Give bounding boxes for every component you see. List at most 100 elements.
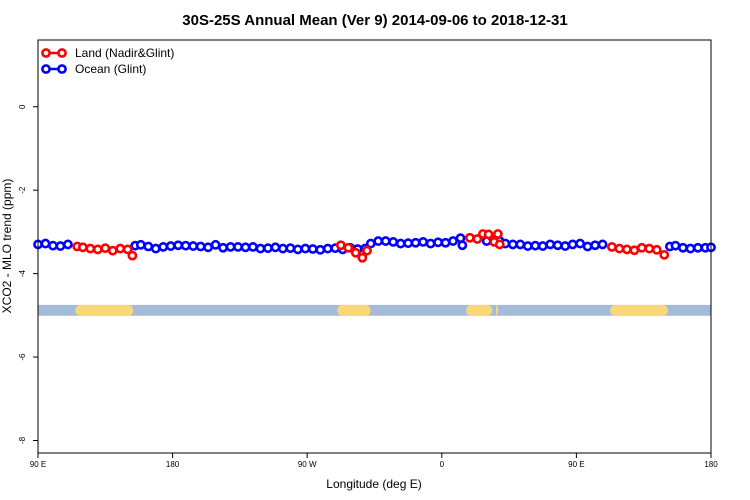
land-point bbox=[494, 239, 505, 250]
ocean-point bbox=[307, 244, 318, 254]
ocean-point bbox=[135, 239, 146, 250]
legend-marker bbox=[41, 48, 51, 58]
ocean-point bbox=[300, 243, 311, 254]
ocean-point bbox=[158, 242, 169, 252]
y-tick-label: 0 bbox=[18, 104, 27, 109]
land-band-segment bbox=[610, 304, 669, 316]
ocean-point bbox=[418, 237, 429, 247]
legend-entry-land: Land (Nadir&Glint) bbox=[41, 46, 174, 60]
ocean-point bbox=[388, 237, 399, 247]
ocean-point bbox=[457, 240, 468, 251]
ocean-point bbox=[552, 240, 563, 251]
land-point bbox=[362, 245, 372, 256]
y-tick-label: -8 bbox=[18, 436, 27, 444]
y-tick-label: -4 bbox=[18, 270, 27, 278]
legend-label: Land (Nadir&Glint) bbox=[75, 46, 174, 60]
ocean-point bbox=[218, 242, 228, 253]
ocean-point bbox=[188, 241, 199, 251]
x-axis-label: Longitude (deg E) bbox=[326, 477, 421, 491]
land-point bbox=[107, 245, 118, 256]
ocean-point bbox=[403, 238, 414, 249]
land-point bbox=[614, 243, 625, 254]
ocean-point bbox=[560, 241, 571, 251]
ocean-point bbox=[143, 241, 154, 252]
land-point bbox=[92, 244, 103, 255]
ocean-point bbox=[270, 242, 281, 253]
land-point bbox=[122, 244, 133, 255]
legend-marker bbox=[57, 64, 67, 74]
y-tick-label: -2 bbox=[18, 186, 27, 194]
land-band-segment bbox=[496, 304, 498, 316]
ocean-point bbox=[670, 240, 681, 251]
legend-entry-ocean: Ocean (Glint) bbox=[41, 62, 146, 76]
land-point bbox=[77, 242, 88, 253]
ocean-point bbox=[425, 238, 436, 249]
ocean-point bbox=[173, 240, 184, 251]
land-point bbox=[629, 245, 640, 256]
surface-band bbox=[38, 304, 711, 316]
land-point bbox=[335, 240, 346, 251]
ocean-point bbox=[678, 242, 688, 253]
ocean-point bbox=[180, 240, 191, 251]
ocean-band bbox=[38, 304, 711, 316]
ocean-series bbox=[33, 233, 716, 255]
land-point bbox=[357, 252, 368, 263]
ocean-point bbox=[410, 237, 421, 248]
ocean-point bbox=[210, 239, 221, 250]
ocean-point bbox=[63, 239, 73, 250]
land-point bbox=[464, 232, 475, 243]
ocean-point bbox=[315, 244, 326, 255]
land-point bbox=[636, 242, 647, 253]
ocean-point bbox=[507, 239, 518, 250]
ocean-point bbox=[693, 242, 703, 253]
land-point bbox=[127, 250, 138, 261]
ocean-point bbox=[515, 239, 526, 250]
land-point bbox=[621, 244, 632, 255]
ocean-point bbox=[165, 241, 176, 251]
ocean-point bbox=[55, 241, 66, 251]
plot-frame bbox=[37, 39, 712, 454]
ocean-point bbox=[590, 240, 600, 251]
ocean-point bbox=[40, 238, 51, 249]
land-point bbox=[483, 229, 494, 240]
ocean-point bbox=[240, 242, 251, 253]
ocean-point bbox=[395, 238, 406, 249]
ocean-point bbox=[522, 241, 533, 251]
land-point bbox=[115, 243, 126, 254]
land-point bbox=[659, 249, 670, 260]
ocean-point bbox=[448, 236, 458, 246]
land-point bbox=[85, 243, 96, 254]
legend-marker bbox=[41, 64, 51, 74]
ocean-point bbox=[277, 243, 288, 254]
ocean-point bbox=[537, 241, 548, 251]
ocean-point bbox=[685, 243, 696, 254]
ocean-point bbox=[233, 242, 243, 252]
x-tick-label: 180 bbox=[166, 460, 180, 469]
ocean-point bbox=[597, 239, 608, 250]
legend: Land (Nadir&Glint) Ocean (Glint) bbox=[41, 46, 174, 76]
legend-label: Ocean (Glint) bbox=[75, 62, 146, 76]
x-tick-label: 90 W bbox=[298, 460, 317, 469]
ocean-point bbox=[530, 240, 541, 251]
land-point bbox=[472, 234, 483, 244]
ocean-point bbox=[48, 240, 58, 251]
ocean-point bbox=[322, 243, 333, 254]
ocean-point bbox=[195, 241, 206, 252]
ocean-point bbox=[203, 242, 214, 253]
land-point bbox=[343, 242, 354, 253]
y-tick-label: -6 bbox=[18, 353, 27, 361]
land-point bbox=[350, 247, 361, 258]
ocean-point bbox=[545, 239, 556, 250]
land-band-segment bbox=[466, 304, 493, 316]
x-tick-label: 0 bbox=[440, 460, 445, 469]
land-point bbox=[100, 243, 111, 254]
land-band-segment bbox=[337, 304, 371, 316]
ocean-point bbox=[380, 236, 391, 246]
ocean-point bbox=[582, 241, 593, 252]
x-tick-label: 90 E bbox=[30, 460, 46, 469]
land-point bbox=[644, 243, 655, 254]
ocean-point bbox=[263, 243, 273, 254]
land-series bbox=[72, 229, 670, 263]
ocean-point bbox=[567, 239, 578, 250]
